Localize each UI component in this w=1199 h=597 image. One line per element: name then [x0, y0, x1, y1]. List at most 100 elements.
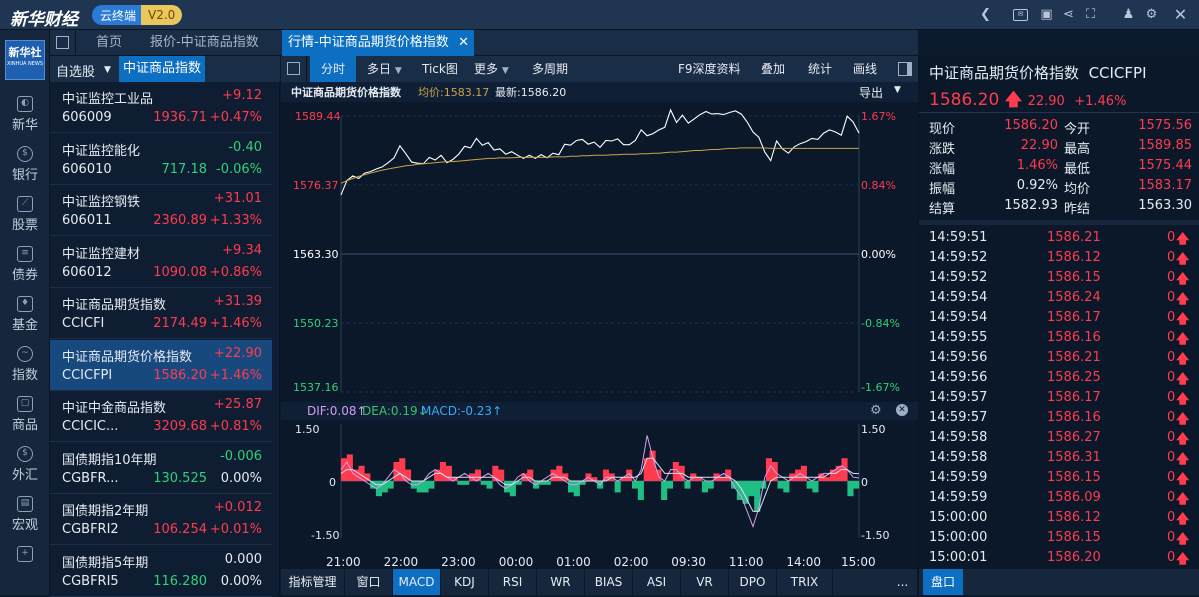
macd-bar: [498, 469, 505, 481]
item-name: 中证监控工业品: [62, 92, 154, 107]
indicator-tab-rsi[interactable]: RSI: [489, 569, 537, 595]
tick-row: 14:59:54 1586.17 0 🡅: [919, 310, 1199, 330]
order-book-tab[interactable]: 盘口: [923, 569, 964, 595]
nav-label: 银行: [11, 168, 38, 183]
tick-row: 14:59:58 1586.31 0 🡅: [919, 450, 1199, 470]
tick-row: 14:59:51 1586.21 0 🡅: [919, 230, 1199, 250]
tick-time: 14:59:57: [929, 410, 988, 425]
stat-row: 结算 1582.93 昨结 1563.30: [919, 198, 1199, 218]
export-button[interactable]: 导出: [859, 86, 884, 100]
list-item[interactable]: 中证监控建材 606012 +9.34 1090.08 +0.86%: [50, 237, 272, 288]
indicator-tab-[interactable]: 窗口: [345, 569, 393, 595]
tab-quote-list[interactable]: 报价-中证商品指数: [150, 35, 259, 50]
list-item[interactable]: 中证监控钢铁 606011 +31.01 2360.89 +1.33%: [50, 185, 272, 236]
indicator-tab-trix[interactable]: TRIX: [777, 569, 833, 595]
nav-stock[interactable]: ⟋ 股票: [0, 196, 50, 233]
list-item[interactable]: 中证商品期货指数 CCICFI +31.39 2174.49 +1.46%: [50, 288, 272, 339]
tick-price: 1586.15: [1047, 270, 1101, 285]
tick-volume: 0: [1167, 370, 1176, 385]
indicator-tab-asi[interactable]: ASI: [633, 569, 681, 595]
item-code: CGBFRI5: [62, 573, 119, 589]
settings-icon[interactable]: ⚙: [1145, 7, 1158, 22]
sidebar-toggle-icon[interactable]: [50, 30, 76, 56]
list-item[interactable]: 国债期指5年期 CGBFRI5 0.000 116.280 0.00%: [50, 546, 272, 597]
more-button[interactable]: 更多 ▼: [466, 56, 517, 82]
nav-index[interactable]: ~ 指数: [0, 346, 50, 383]
overlay-button[interactable]: 叠加: [761, 62, 786, 76]
item-change: +9.12: [222, 88, 262, 103]
list-item[interactable]: 国债期指10年期 CGBFR... -0.006 130.525 0.00%: [50, 443, 272, 494]
list-item[interactable]: 中证商品期货价格指数 CCICFPI +22.90 1586.20 +1.46%: [50, 339, 272, 391]
tick-chart-button[interactable]: Tick图: [422, 62, 458, 76]
list-item[interactable]: 中证中金商品指数 CCICIC... +25.87 3209.68 +0.81%: [50, 391, 272, 442]
indicator-tab-macd[interactable]: MACD: [393, 569, 441, 595]
mail-icon[interactable]: ✉: [1013, 9, 1028, 21]
macd-bar: [538, 481, 545, 485]
watchlist-tab[interactable]: 自选股: [56, 65, 96, 80]
macd-bar: [457, 481, 464, 485]
up-arrow-icon: 🡅: [1176, 552, 1190, 567]
tab-market-label: 行情-中证商品期货价格指数: [288, 35, 449, 50]
close-icon[interactable]: ✕: [896, 404, 908, 416]
intraday-button[interactable]: 分时: [310, 56, 356, 82]
tick-price: 1586.27: [1047, 430, 1101, 445]
version-badge: 云终端 V2.0: [92, 5, 183, 25]
f9-button[interactable]: F9深度资料: [678, 62, 741, 76]
tick-volume: 0: [1167, 510, 1176, 525]
y-right-tick-label: 1.67%: [861, 110, 896, 123]
share-icon[interactable]: ⋖: [1063, 7, 1074, 22]
up-arrow-icon: 🡅: [1176, 392, 1190, 407]
list-item[interactable]: 中证监控能化 606010 -0.40 717.18 -0.06%: [50, 134, 272, 185]
skin-icon[interactable]: ♟: [1122, 7, 1135, 22]
nav-macro[interactable]: ▤ 宏观: [0, 496, 50, 533]
fullscreen-icon[interactable]: ⛶: [1085, 7, 1096, 22]
indicator-tab-[interactable]: 指标管理: [281, 569, 345, 595]
tick-time: 14:59:56: [929, 350, 988, 365]
nav-xinhua[interactable]: ◐ 新华: [0, 96, 50, 133]
macd-chart[interactable]: 1.50 1.50 0 0 -1.50 -1.50 21:00 22:00 23:00 00:00…: [281, 420, 918, 569]
chevron-down-icon[interactable]: ▼: [894, 85, 901, 95]
y-right-tick-label: 1.50: [861, 423, 886, 436]
chevron-down-icon[interactable]: ▼: [104, 65, 111, 75]
tab-close-icon[interactable]: ✕: [458, 35, 469, 50]
panel-toggle-icon[interactable]: [281, 56, 307, 82]
multiday-button[interactable]: 多日 ▼: [359, 56, 410, 82]
y-tick-label: -1.50: [311, 529, 339, 542]
nav-fund[interactable]: ♦ 基金: [0, 296, 50, 333]
tick-time: 14:59:51: [929, 230, 988, 245]
expand-icon[interactable]: [892, 56, 918, 82]
indicator-tab-vr[interactable]: VR: [681, 569, 729, 595]
multi-period-button[interactable]: 多周期: [532, 62, 569, 76]
back-icon[interactable]: ❮: [980, 7, 991, 22]
tick-row: 15:00:00 1586.12 0 🡅: [919, 510, 1199, 530]
tab-market[interactable]: 行情-中证商品期货价格指数 ✕: [282, 30, 474, 56]
nav-label: 股票: [11, 218, 38, 233]
chevron-down-icon: ▼: [501, 66, 509, 76]
item-price: 717.18: [161, 161, 208, 177]
close-icon[interactable]: ✕: [1173, 5, 1188, 24]
nav-fx[interactable]: $ 外汇: [0, 446, 50, 483]
price-chart[interactable]: 1589.44 1576.37 1563.30 1550.23 1537.16 1.67%…: [281, 102, 918, 402]
item-code: CCICFI: [62, 316, 105, 331]
nav-commodity[interactable]: ▢ 商品: [0, 396, 50, 433]
list-item[interactable]: 中证监控工业品 606009 +9.12 1936.71 +0.47%: [50, 82, 272, 133]
nav-add[interactable]: +: [0, 546, 50, 564]
indicator-tab-dpo[interactable]: DPO: [729, 569, 777, 595]
list-item[interactable]: 国债期指2年期 CGBFRI2 +0.012 106.254 +0.01%: [50, 494, 272, 545]
nav-bank[interactable]: $ 银行: [0, 146, 50, 183]
indicator-tab-[interactable]: ...: [888, 569, 918, 595]
indicator-tab-wr[interactable]: WR: [537, 569, 585, 595]
up-arrow-icon: 🡅: [1176, 472, 1190, 487]
commodity-index-tab[interactable]: 中证商品指数: [119, 56, 206, 82]
tab-home[interactable]: 首页: [96, 35, 123, 50]
chart-info-bar: 中证商品期货价格指数 均价:1583.17 最新:1586.20 导出 ▼: [281, 82, 918, 102]
draw-button[interactable]: 画线: [853, 62, 878, 76]
y-right-tick-label: 0.00%: [861, 248, 896, 261]
message-icon[interactable]: ▣: [1040, 7, 1053, 22]
macd-bar: [800, 465, 807, 481]
stats-button[interactable]: 统计: [808, 62, 833, 76]
settings-icon[interactable]: ⚙: [870, 403, 882, 418]
indicator-tab-kdj[interactable]: KDJ: [441, 569, 489, 595]
nav-bond[interactable]: ≡ 债券: [0, 246, 50, 283]
indicator-tab-bias[interactable]: BIAS: [585, 569, 633, 595]
